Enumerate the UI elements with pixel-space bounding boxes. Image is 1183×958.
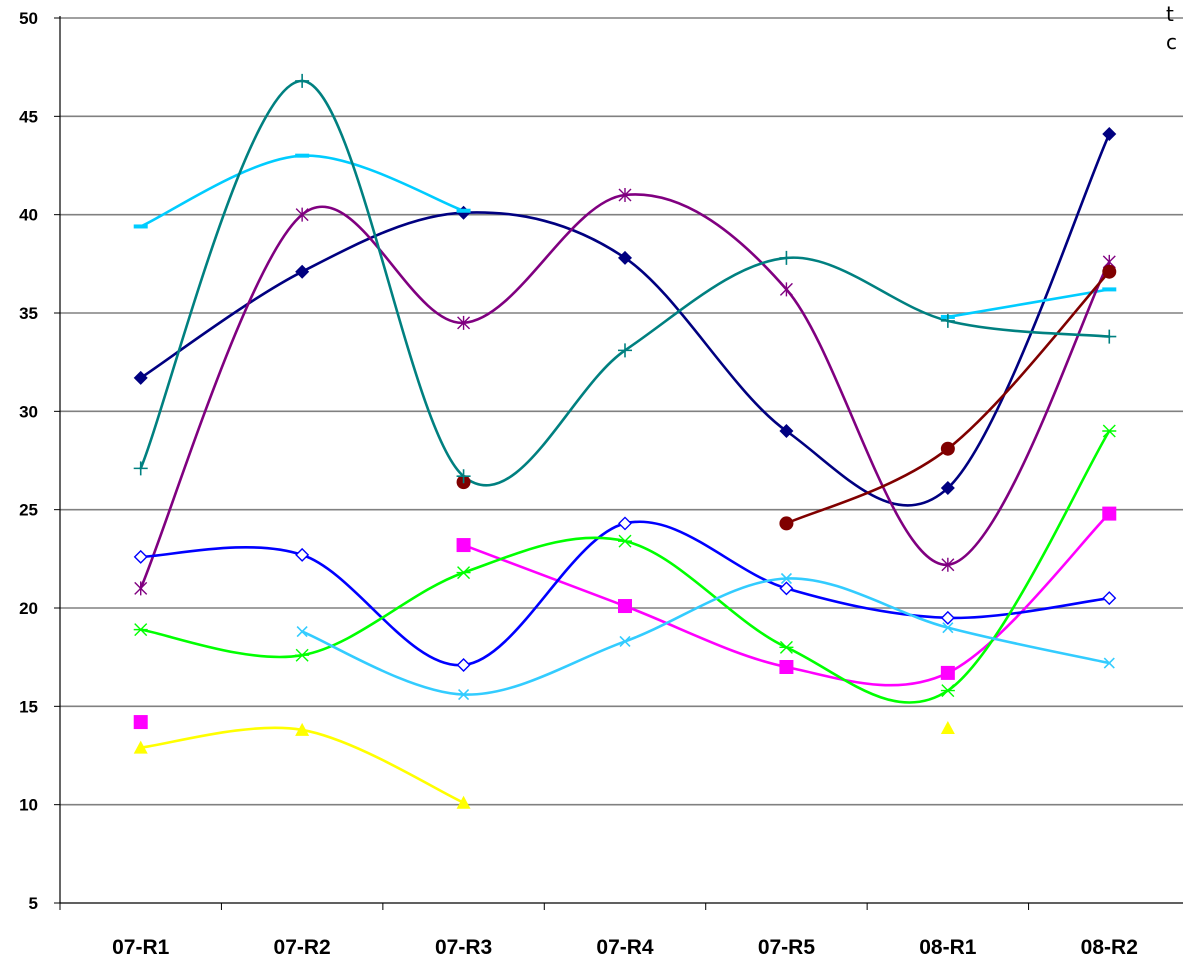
series-6-point-07-R4: [618, 343, 632, 358]
series-6-point-07-R3: [456, 469, 471, 484]
series-9-point-08-R2: [1103, 657, 1115, 669]
x-tick-label-07-R3: 07-R3: [435, 936, 492, 958]
y-tick-label-20: 20: [19, 599, 38, 618]
series-8-point-07-R5: [779, 640, 794, 654]
y-tick-labels: 5 10 15 20 25 30 35 40 45 50: [19, 9, 38, 913]
series-8-point-07-R1: [133, 623, 148, 637]
series-1-point-07-R3: [456, 538, 471, 553]
series-6-line-0: [139, 79, 1111, 487]
series-2-line-0: [139, 726, 465, 804]
y-tick-label-10: 10: [19, 796, 38, 815]
series-0-point-08-R1: [940, 481, 955, 496]
series-4-point-07-R1: [134, 581, 148, 596]
series-4-point-07-R4: [618, 188, 632, 202]
series-0-point-08-R2: [1102, 127, 1117, 142]
series-1-point-07-R5: [779, 660, 794, 674]
x-tick-labels: 07-R1 07-R2 07-R3 07-R4 07-R5 08-R1 08-R2: [112, 936, 1138, 958]
series-8-point-07-R2: [295, 648, 310, 662]
series-1-line-1: [462, 512, 1111, 687]
series-6-point-08-R1: [940, 313, 955, 328]
x-tick-label-07-R1: 07-R1: [112, 936, 170, 958]
series-4-point-08-R1: [941, 557, 955, 572]
series-6-point-07-R2: [295, 73, 310, 88]
series-9-point-08-R1: [942, 622, 954, 634]
y-tick-label-45: 45: [19, 107, 38, 126]
clipped-corner-text: t c: [1166, 0, 1177, 56]
y-tick-label-50: 50: [19, 9, 38, 28]
series-0-point-07-R5: [779, 424, 794, 438]
series-2-point-07-R1: [133, 740, 148, 754]
series-9-point-07-R4: [619, 635, 631, 647]
series-8-line-0: [139, 429, 1111, 704]
series-8-point-08-R1: [940, 684, 955, 698]
series-7-point-07-R2: [295, 547, 310, 562]
y-tick-label-15: 15: [19, 697, 38, 716]
series-6-point-08-R2: [1102, 329, 1117, 344]
series-1-point-08-R1: [940, 665, 955, 680]
series-2-point-08-R1: [940, 720, 955, 734]
series-3-point-07-R3: [456, 208, 471, 213]
series-1-point-08-R2: [1102, 506, 1117, 521]
series-4-point-07-R3: [457, 315, 471, 330]
series-3-point-07-R1: [133, 224, 148, 229]
x-tick-label-07-R4: 07-R4: [596, 936, 654, 958]
series-5-point-07-R5: [779, 516, 794, 531]
series-8-point-07-R3: [456, 566, 471, 580]
corner-text-line-2: c: [1166, 30, 1177, 54]
series-9-point-07-R2: [296, 626, 308, 638]
series-8-point-07-R4: [618, 534, 632, 548]
x-tick-label-08-R2: 08-R2: [1081, 936, 1138, 958]
series-9-point-07-R3: [458, 688, 470, 701]
x-tick-label-07-R5: 07-R5: [758, 936, 816, 958]
series-7-point-07-R1: [133, 549, 148, 564]
series-1-point-07-R4: [618, 599, 632, 614]
corner-text-line-1: t: [1166, 2, 1174, 26]
axes: [54, 16, 1183, 910]
grid-lines: [60, 17, 1183, 806]
x-tick-label-07-R2: 07-R2: [274, 936, 331, 958]
series-6-point-07-R1: [133, 461, 148, 476]
series-7-point-07-R5: [779, 581, 794, 596]
series-4-point-07-R5: [779, 282, 793, 297]
series-3-point-08-R2: [1102, 287, 1117, 292]
series-0-point-07-R1: [133, 370, 148, 385]
series-0-point-07-R4: [618, 250, 632, 265]
y-tick-label-25: 25: [19, 501, 38, 520]
series-2-point-07-R2: [295, 722, 310, 736]
series-2-point-07-R3: [456, 795, 471, 809]
series-0-line-0: [139, 132, 1111, 507]
x-tick-label-08-R1: 08-R1: [919, 936, 977, 958]
series-1-point-07-R1: [133, 715, 148, 730]
series-7-point-07-R4: [618, 516, 632, 531]
y-tick-label-5: 5: [29, 894, 38, 913]
series-9-point-07-R5: [780, 572, 792, 585]
y-tick-label-40: 40: [19, 206, 38, 225]
y-tick-label-30: 30: [19, 402, 38, 421]
series-5-point-08-R2: [1102, 264, 1117, 279]
series-7-point-08-R2: [1102, 591, 1117, 606]
series-7-line-0: [139, 520, 1111, 667]
series-7-point-07-R3: [456, 658, 471, 673]
series-8-point-08-R2: [1102, 424, 1117, 438]
series-6-point-07-R5: [779, 250, 794, 265]
y-tick-label-35: 35: [19, 304, 38, 323]
series-markers: [133, 73, 1117, 809]
series-0-point-07-R2: [295, 264, 310, 279]
series-7-point-08-R1: [940, 610, 955, 625]
series-3-point-07-R2: [295, 153, 310, 158]
series-4-point-07-R2: [295, 207, 309, 222]
series-5-point-08-R1: [940, 441, 955, 456]
series-9-line-0: [300, 577, 1111, 696]
